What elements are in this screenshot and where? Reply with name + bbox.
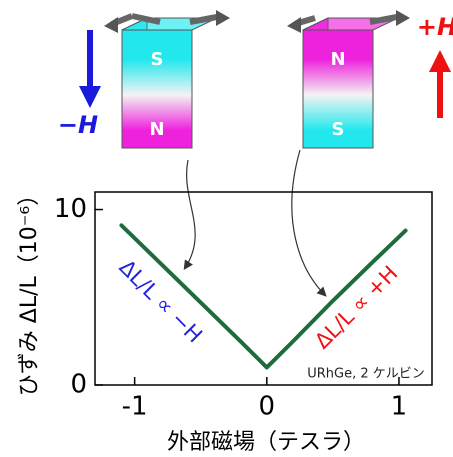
y-tick-label: 10 — [54, 194, 87, 224]
left-magnet: S N — [104, 10, 230, 149]
annotation: URhGe, 2 ケルビン — [307, 367, 425, 382]
y-axis-label: ひずみ ΔL/L（10⁻⁶） — [17, 184, 42, 396]
plot-frame — [94, 191, 433, 386]
x-tick-label: 1 — [391, 392, 408, 422]
y-tick-label: 0 — [70, 370, 87, 400]
pole-label: S — [332, 119, 345, 140]
pole-label: N — [149, 119, 164, 140]
x-tick-label: 0 — [259, 392, 276, 422]
pole-label: S — [151, 49, 164, 70]
field-label: −H — [58, 111, 98, 139]
field-label: +H — [417, 13, 453, 41]
field-arrow: +H — [417, 13, 453, 118]
pointer-arrow — [291, 149, 327, 297]
data-line — [119, 223, 408, 370]
pole-label: N — [330, 49, 345, 70]
pointer-arrow — [183, 159, 196, 271]
annotation: ΔL/L ∝ −H — [115, 255, 207, 347]
x-axis-label: 外部磁場（テスラ） — [167, 430, 365, 455]
field-arrow: −H — [58, 30, 101, 139]
x-tick-label: -1 — [122, 392, 148, 422]
right-magnet: N S — [287, 10, 410, 149]
